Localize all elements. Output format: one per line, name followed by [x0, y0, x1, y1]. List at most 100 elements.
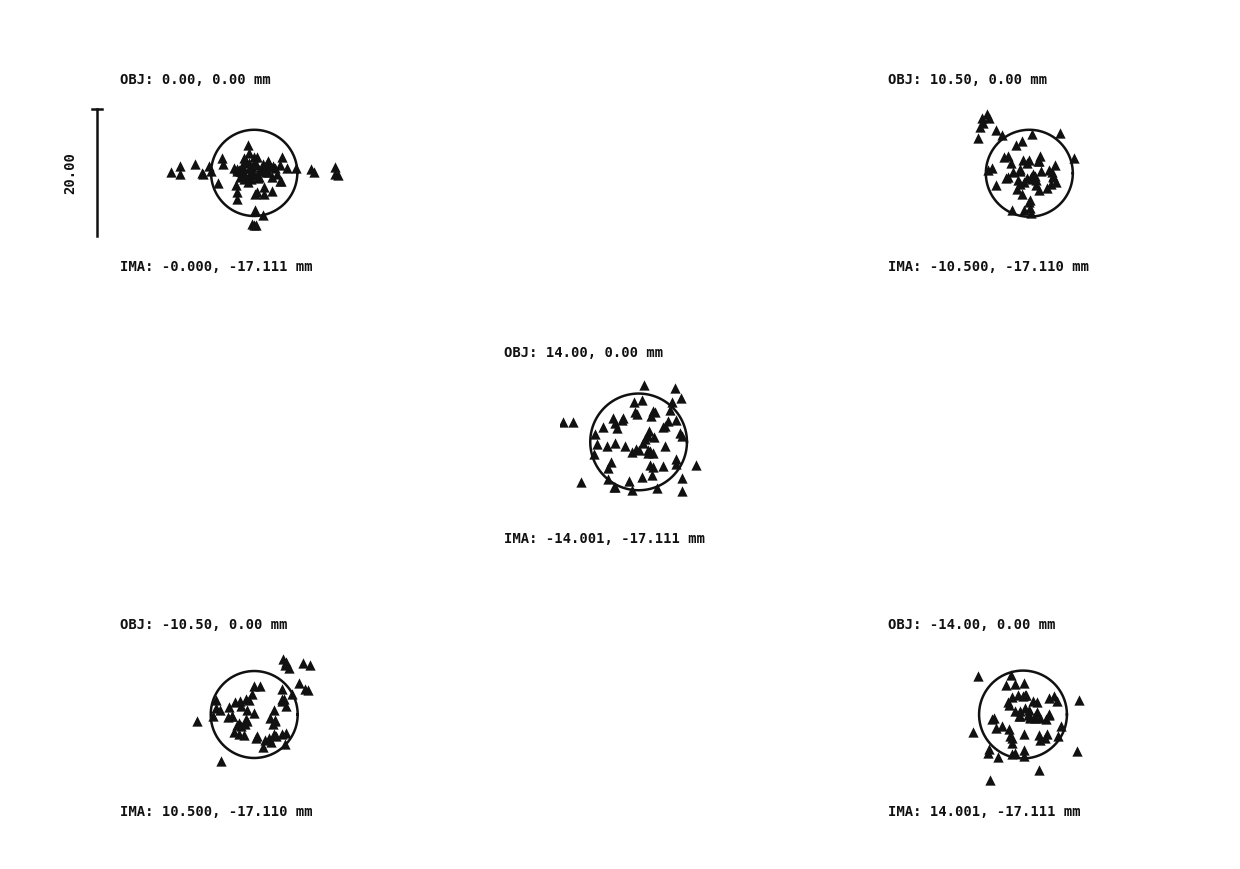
Point	[1019, 703, 1039, 717]
Point	[670, 426, 689, 440]
Point	[672, 485, 692, 499]
Point	[1009, 710, 1029, 724]
Point	[273, 682, 293, 696]
Point	[672, 430, 692, 444]
Point	[634, 379, 653, 393]
Point	[249, 170, 269, 184]
Point	[247, 729, 267, 743]
Point	[1044, 689, 1064, 703]
Point	[265, 713, 285, 727]
Point	[619, 474, 639, 488]
Point	[1013, 176, 1033, 189]
Point	[1021, 710, 1040, 724]
Point	[238, 138, 258, 152]
Point	[206, 702, 226, 716]
Point	[666, 414, 686, 428]
Point	[563, 415, 583, 429]
Point	[983, 712, 1003, 726]
Point	[227, 718, 247, 732]
Point	[170, 168, 190, 182]
Point	[1069, 693, 1089, 707]
Point	[1022, 128, 1042, 142]
Point	[263, 717, 283, 731]
Point	[229, 164, 249, 178]
Point	[258, 166, 278, 180]
Point	[265, 714, 285, 728]
Point	[980, 773, 999, 787]
Point	[239, 170, 259, 184]
Point	[237, 714, 257, 728]
Point	[222, 710, 242, 724]
Point	[253, 158, 273, 172]
Point	[967, 669, 987, 683]
Point	[247, 159, 267, 173]
Point	[232, 166, 252, 180]
Point	[219, 700, 239, 713]
Point	[255, 162, 275, 176]
Point	[1001, 668, 1021, 682]
Point	[1019, 711, 1039, 725]
Point	[1007, 182, 1027, 196]
Point	[242, 687, 262, 701]
Point	[625, 405, 645, 419]
Point	[1022, 173, 1042, 187]
Point	[655, 419, 675, 433]
Point	[300, 659, 320, 673]
Point	[598, 461, 618, 475]
Point	[264, 727, 284, 741]
Point	[242, 173, 262, 187]
Point	[304, 166, 324, 180]
Point	[653, 460, 673, 474]
Point	[295, 682, 315, 696]
Point	[996, 679, 1016, 693]
Point	[637, 444, 657, 458]
Point	[1038, 182, 1058, 196]
Point	[1014, 749, 1034, 763]
Point	[1029, 763, 1049, 777]
Point	[263, 160, 283, 174]
Point	[1035, 712, 1055, 726]
Point	[539, 444, 559, 458]
Point	[231, 165, 250, 179]
Point	[231, 165, 250, 179]
Point	[978, 164, 998, 178]
Point	[236, 717, 255, 731]
Point	[236, 155, 255, 169]
Point	[242, 169, 262, 183]
Point	[258, 156, 278, 170]
Point	[247, 219, 267, 233]
Point	[281, 687, 301, 701]
Point	[1025, 709, 1045, 723]
Point	[258, 160, 278, 174]
Point	[227, 164, 247, 178]
Point	[1023, 168, 1043, 182]
Point	[286, 162, 306, 176]
Point	[1006, 139, 1025, 153]
Point	[998, 149, 1018, 163]
Point	[615, 440, 635, 454]
Point	[1019, 202, 1039, 216]
Point	[259, 732, 279, 746]
Point	[634, 436, 653, 450]
Point	[553, 416, 573, 430]
Point	[584, 448, 604, 461]
Point	[268, 168, 288, 182]
Point	[247, 151, 267, 165]
Point	[980, 742, 999, 756]
Text: IMA: 10.500, -17.110 mm: IMA: 10.500, -17.110 mm	[120, 804, 312, 818]
Point	[662, 396, 682, 410]
Point	[606, 421, 626, 435]
Point	[218, 711, 238, 725]
Point	[246, 158, 265, 172]
Point	[242, 161, 262, 175]
Point	[1037, 727, 1056, 741]
Point	[987, 179, 1007, 193]
Point	[672, 471, 692, 485]
Point	[1044, 159, 1064, 173]
Point	[239, 157, 259, 171]
Point	[1025, 170, 1045, 184]
Point	[1004, 678, 1024, 692]
Point	[293, 656, 312, 670]
Point	[1014, 726, 1034, 740]
Point	[298, 683, 317, 697]
